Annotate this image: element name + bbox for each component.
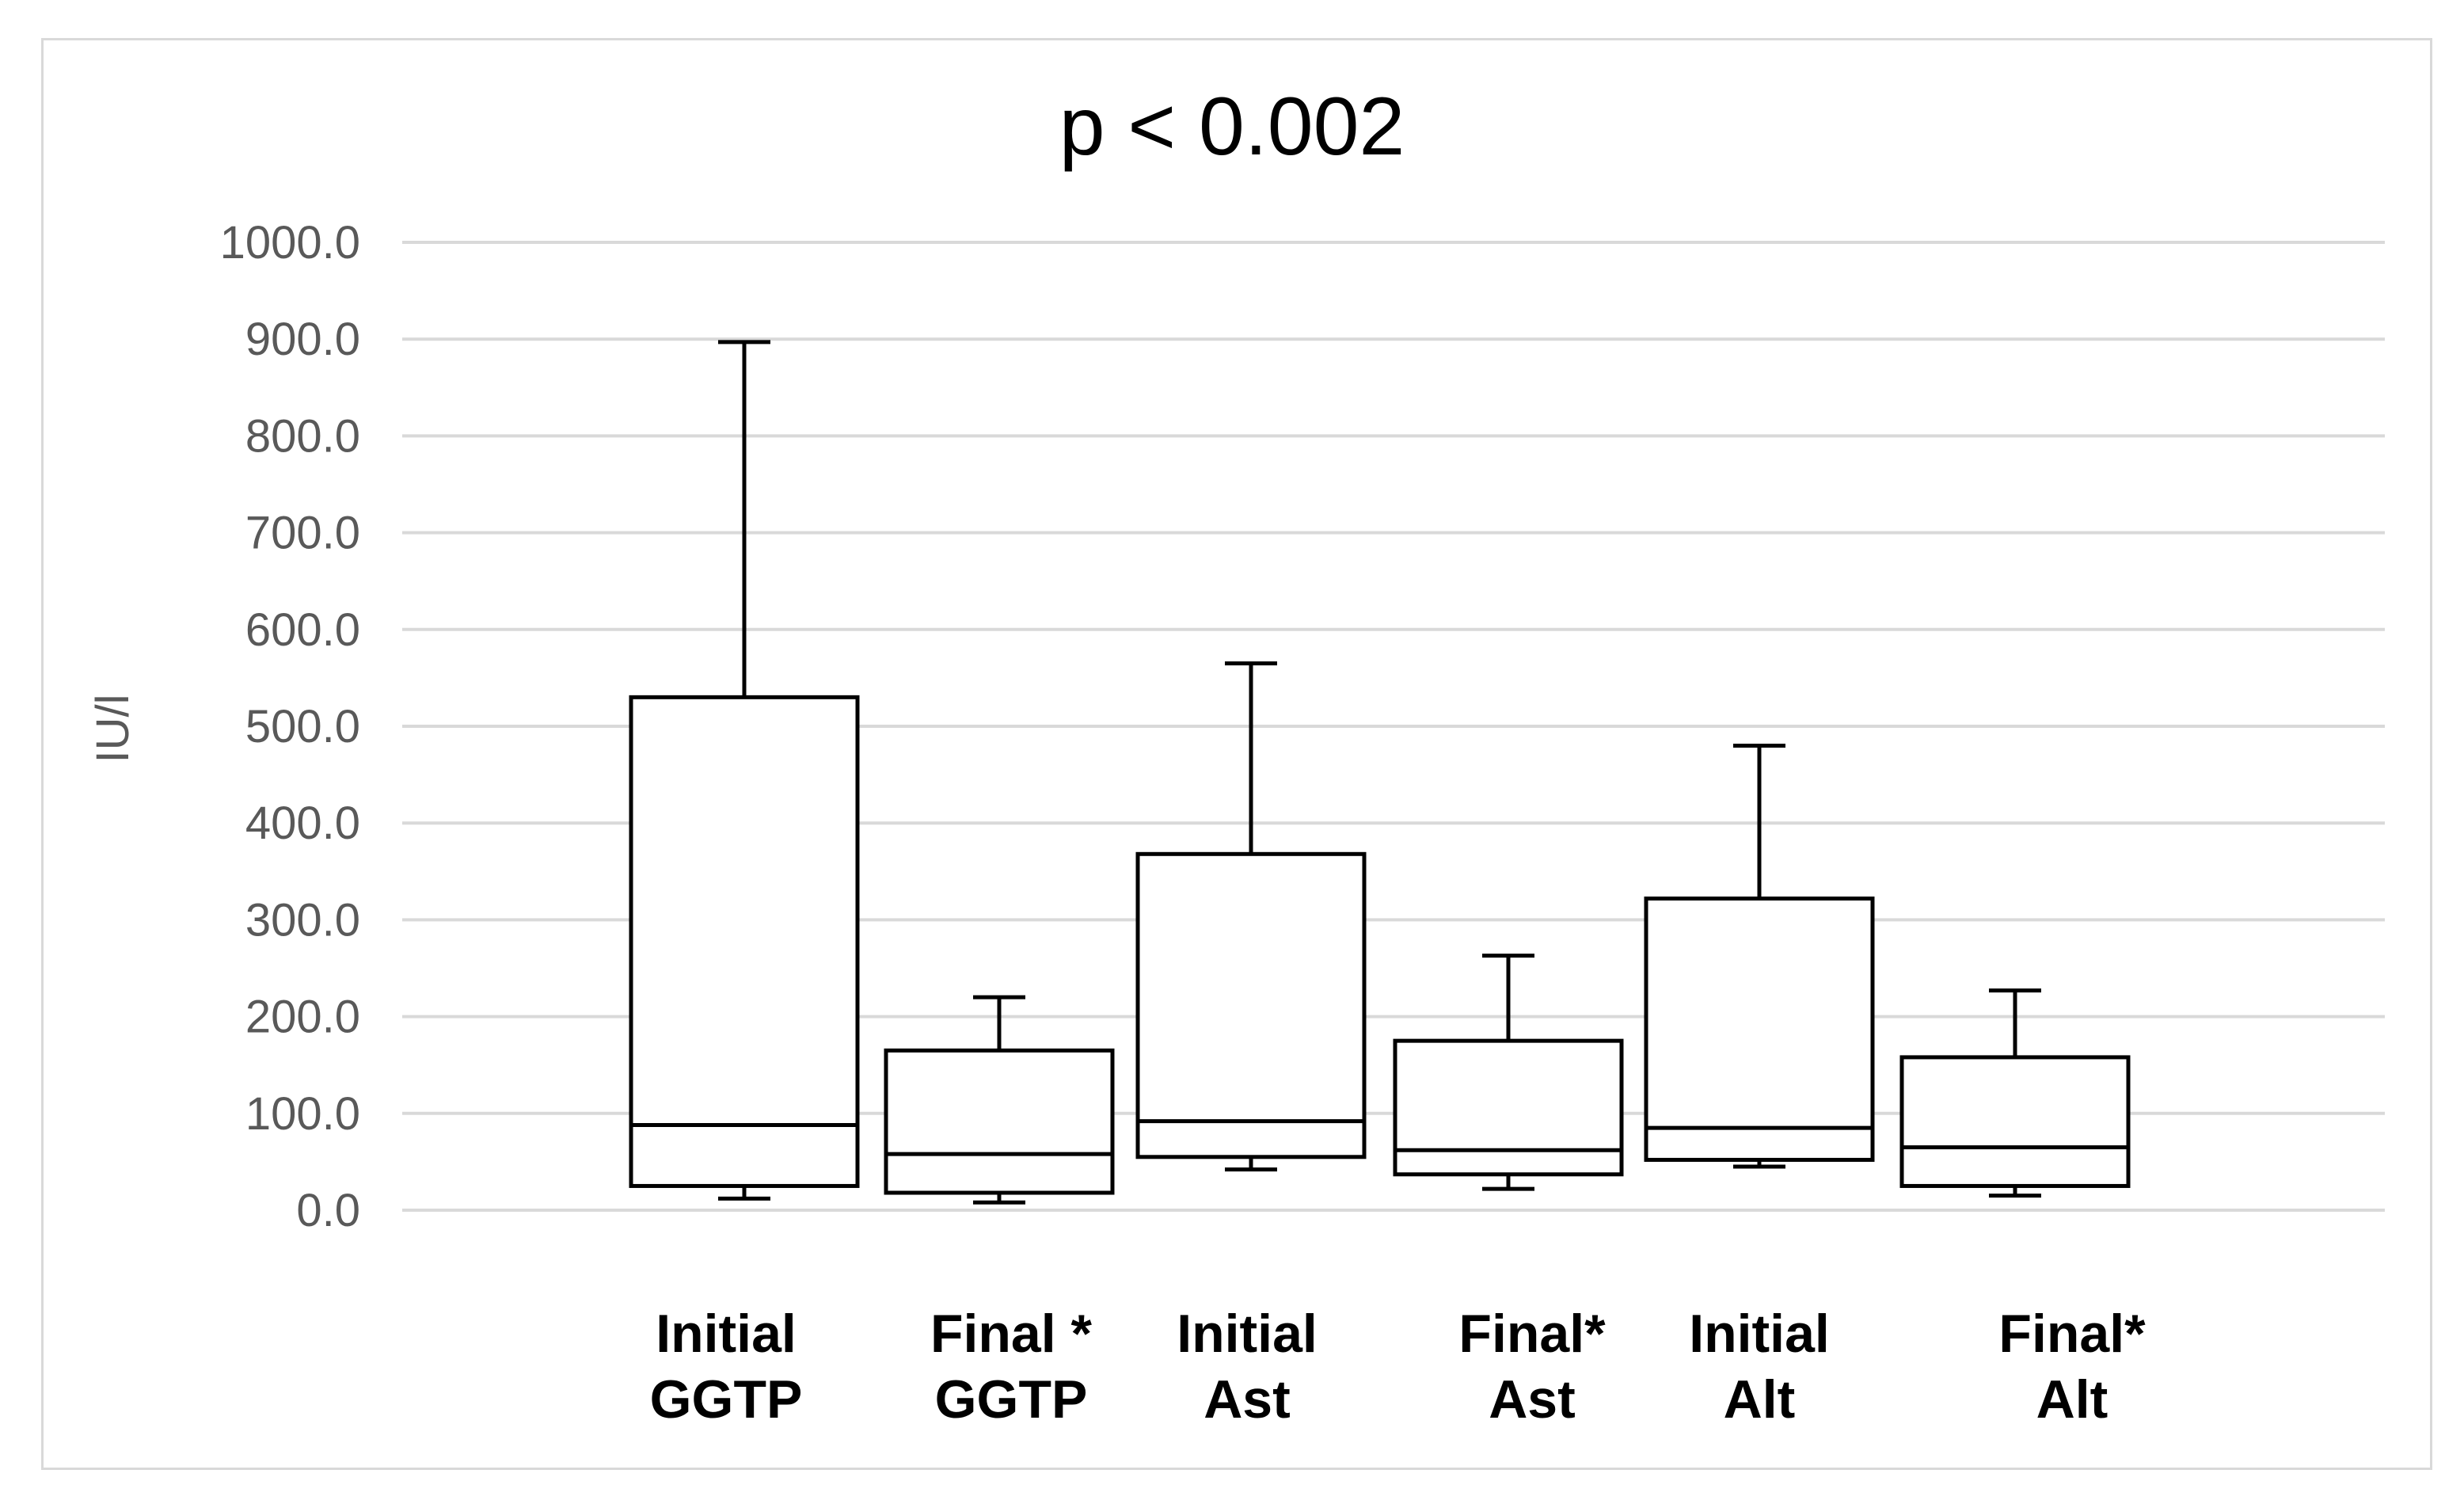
y-tick-label: 100.0 <box>245 1088 360 1140</box>
category-label-line1: Final* <box>1998 1304 2146 1364</box>
y-tick-label: 1000.0 <box>220 217 360 268</box>
box-group-5 <box>1899 988 2131 1198</box>
iqr-box <box>1899 1055 2131 1188</box>
iqr-box <box>1644 897 1875 1162</box>
iqr-box <box>629 695 860 1188</box>
box-group-0 <box>629 340 860 1201</box>
y-tick-label: 200.0 <box>245 992 360 1043</box>
y-tick-label: 600.0 <box>245 604 360 656</box>
category-label-line2: GGTP <box>650 1369 803 1430</box>
y-tick-label: 400.0 <box>245 798 360 849</box>
y-tick-label: 300.0 <box>245 894 360 946</box>
y-axis-label: IU/l <box>87 695 139 763</box>
y-tick-label: 900.0 <box>245 314 360 365</box>
box-group-2 <box>1135 661 1367 1172</box>
box-group-3 <box>1393 954 1624 1191</box>
category-label-line1: Final * <box>930 1304 1093 1364</box>
category-label-line2: GGTP <box>935 1369 1088 1430</box>
iqr-box <box>884 1048 1115 1195</box>
category-label-line1: Initial <box>1177 1304 1318 1364</box>
category-label-line1: Final* <box>1458 1304 1606 1364</box>
y-tick-label: 0.0 <box>296 1185 360 1236</box>
chart-frame <box>41 38 2432 1470</box>
box-group-1 <box>884 995 1115 1205</box>
box-group-4 <box>1644 743 1875 1169</box>
category-label-line2: Alt <box>2036 1369 2108 1430</box>
category-label-line2: Ast <box>1489 1369 1576 1430</box>
boxes <box>629 340 2131 1205</box>
category-label-line2: Ast <box>1203 1369 1291 1430</box>
y-tick-labels: 0.0 100.0 200.0 300.0 400.0 500.0 600.0 700.0 80… <box>220 217 360 1236</box>
category-label-line1: Initial <box>1689 1304 1830 1364</box>
y-tick-label: 800.0 <box>245 410 360 462</box>
chart-title: p < 0.002 <box>1059 81 1405 173</box>
category-label-line2: Alt <box>1724 1369 1796 1430</box>
iqr-box <box>1135 851 1367 1159</box>
iqr-box <box>1393 1038 1624 1177</box>
category-label-line1: Initial <box>656 1304 797 1364</box>
y-tick-label: 700.0 <box>245 508 360 559</box>
y-tick-label: 500.0 <box>245 701 360 752</box>
